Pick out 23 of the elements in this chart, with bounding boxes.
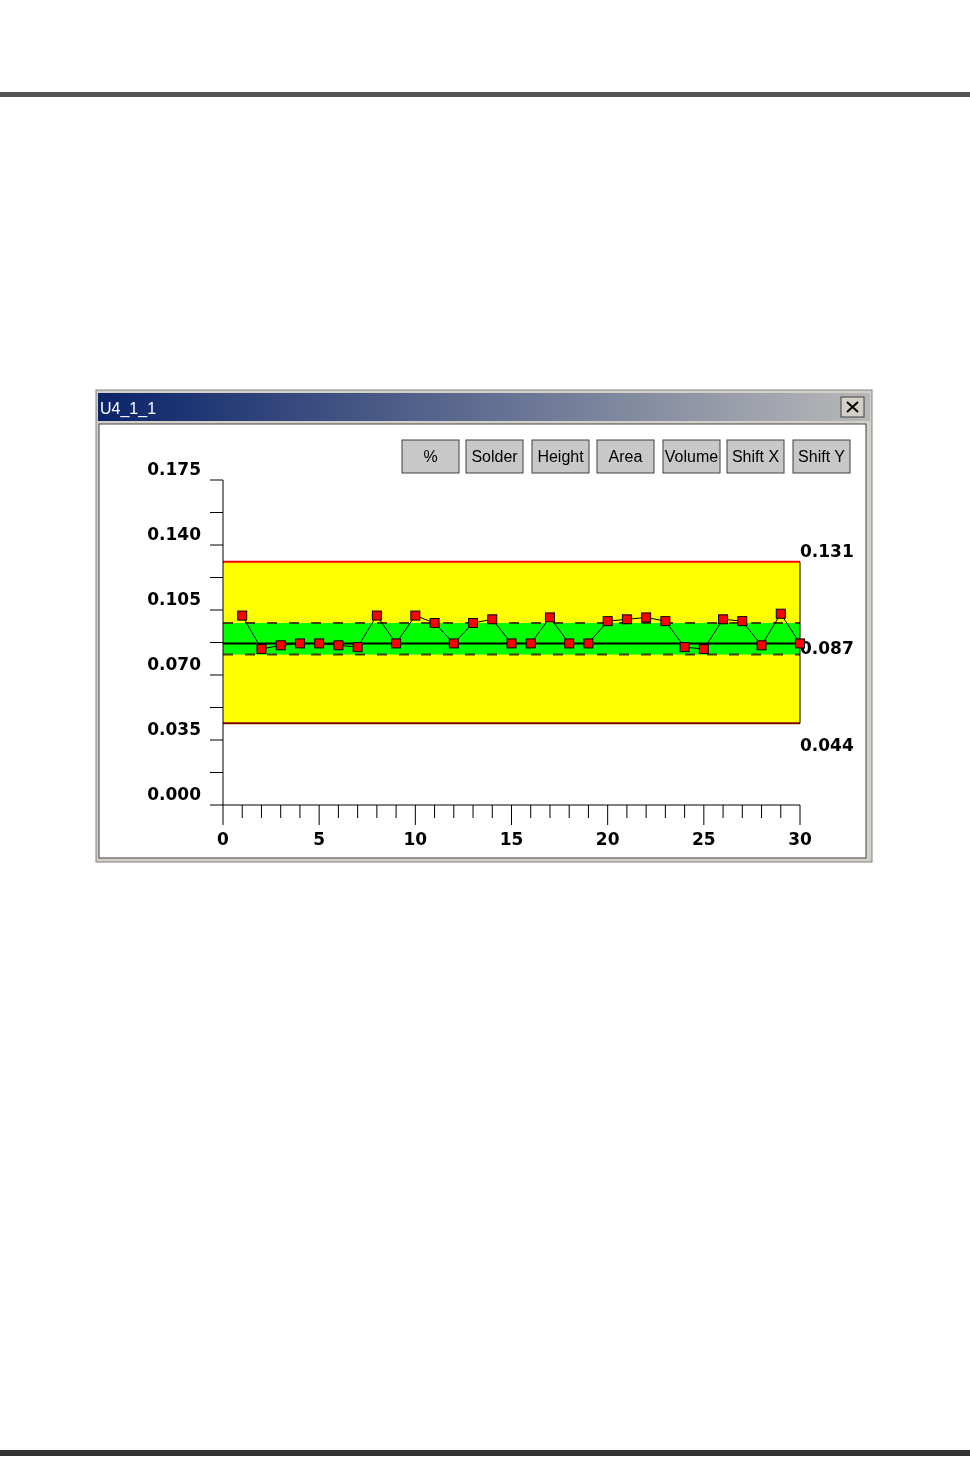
toggle-button: Height <box>531 439 590 474</box>
x-tick-label: 15 <box>499 829 524 849</box>
ref-line-label: 0.044 <box>800 735 854 756</box>
y-tick-label: 0.175 <box>147 459 201 479</box>
toggle-button: Volume <box>662 439 721 474</box>
x-tick-label: 25 <box>692 829 716 849</box>
y-tick-label: 0.070 <box>147 654 202 674</box>
x-tick-label: 5 <box>313 829 326 849</box>
toggle-button: Shift Y <box>792 439 851 474</box>
chart-title: U4_1_1 <box>100 400 157 418</box>
toggle-button: % <box>401 439 460 474</box>
x-tick-label: 30 <box>788 829 812 849</box>
toggle-button: Solder <box>465 439 524 474</box>
ref-line-label: 0.131 <box>800 540 854 561</box>
x-tick-label: 0 <box>217 829 230 849</box>
y-tick-label: 0.140 <box>147 524 202 544</box>
toggle-button: Area <box>596 439 655 474</box>
y-tick-label: 0.105 <box>147 589 201 609</box>
y-tick-label: 0.035 <box>147 719 201 739</box>
y-tick-label: 0.000 <box>147 784 202 804</box>
x-tick-label: 10 <box>403 829 428 849</box>
toggle-button: Shift X <box>726 439 785 474</box>
x-tick-label: 20 <box>595 829 620 849</box>
